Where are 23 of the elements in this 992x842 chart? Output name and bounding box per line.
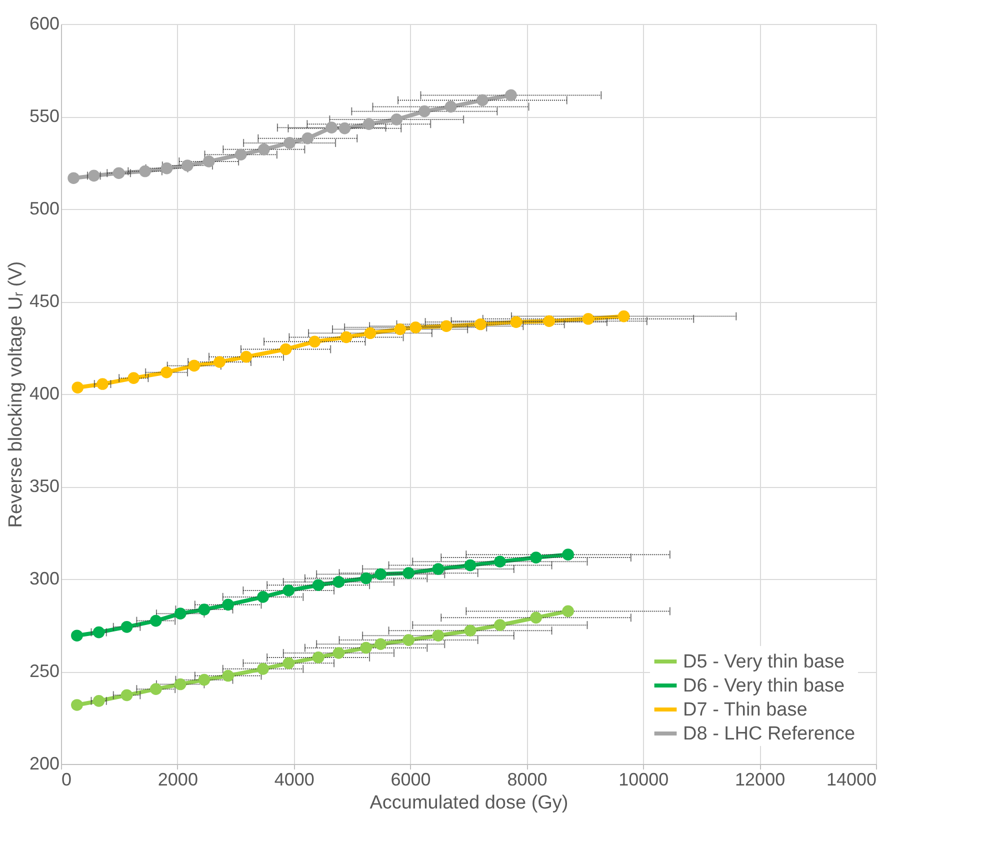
x-tick-label: 8000	[507, 770, 548, 790]
y-tick-label: 400	[29, 384, 60, 404]
y-tick-label: 450	[29, 291, 60, 311]
legend-label: D6 - Very thin base	[683, 676, 845, 696]
x-tick-label: 6000	[390, 770, 431, 790]
x-tick-label: 2000	[158, 770, 198, 790]
y-axis-title: Reverse blocking voltage Uᵣ (V)	[5, 261, 26, 528]
x-tick-label: 10000	[618, 770, 669, 790]
y-tick-label: 250	[29, 661, 60, 681]
legend-label: D8 - LHC Reference	[683, 724, 856, 744]
y-tick-label: 500	[29, 198, 60, 218]
x-tick-label: 14000	[826, 770, 876, 790]
x-tick-label: 12000	[735, 770, 786, 790]
x-tick-label: 4000	[274, 770, 314, 790]
x-tick-label: 0	[62, 770, 72, 790]
y-tick-label: 200	[29, 754, 60, 774]
x-axis-title: Accumulated dose (Gy)	[370, 792, 568, 814]
y-tick-label: 550	[29, 106, 60, 126]
y-tick-label: 300	[29, 568, 60, 588]
legend-label: D7 - Thin base	[683, 700, 808, 720]
legend-label: D5 - Very thin base	[683, 652, 845, 672]
y-tick-label: 350	[29, 476, 60, 496]
y-tick-label: 600	[29, 14, 60, 34]
